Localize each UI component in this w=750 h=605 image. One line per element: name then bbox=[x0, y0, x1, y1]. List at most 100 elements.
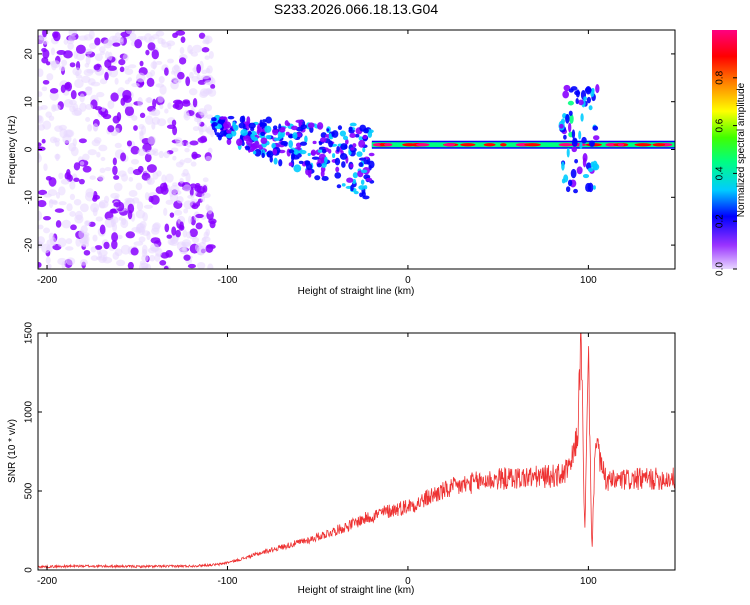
spectrogram-transition-blob bbox=[321, 148, 327, 154]
spectrogram-noise-blob bbox=[104, 59, 112, 68]
spectrogram-noise-blob bbox=[111, 232, 119, 242]
spectrogram-transition-blob bbox=[265, 135, 272, 140]
spectrogram-transition-blob bbox=[320, 170, 325, 178]
spectrogram-noise-blob bbox=[117, 234, 123, 240]
spectrogram-transition-blob bbox=[233, 124, 239, 131]
spectrogram-noise-blob bbox=[69, 181, 76, 190]
spectrogram-noise-blob bbox=[92, 196, 98, 202]
spectrogram-noise-blob bbox=[189, 228, 198, 238]
spectrogram-noise-blob bbox=[143, 204, 154, 209]
spectrogram-peak-blob bbox=[483, 143, 496, 147]
colorbar-tick-label: 0.6 bbox=[715, 118, 726, 132]
spectrogram-noise-blob bbox=[139, 60, 144, 67]
spectrogram-disturbance-blob bbox=[578, 130, 582, 140]
spectrogram-transition-blob bbox=[342, 135, 349, 141]
spectrogram-noise-blob bbox=[60, 178, 70, 185]
spectrogram-transition-blob bbox=[260, 131, 266, 136]
spectrogram-disturbance-blob bbox=[559, 123, 564, 129]
spectrogram-noise-blob bbox=[145, 72, 153, 79]
spectrogram-transition-blob bbox=[293, 149, 300, 155]
spectrogram-noise-blob bbox=[128, 64, 137, 69]
spectrogram-noise-blob bbox=[86, 69, 95, 74]
spectrogram-transition-blob bbox=[362, 147, 366, 153]
spectrogram-noise-blob bbox=[107, 125, 115, 133]
spectrogram-noise-blob bbox=[196, 245, 206, 256]
spectrogram-peak-blob bbox=[416, 143, 430, 147]
spectrogram-noise-blob bbox=[124, 68, 134, 75]
spectrogram-disturbance-blob bbox=[572, 137, 578, 144]
spectrogram-noise-blob bbox=[204, 55, 210, 60]
spectrogram-noise-blob bbox=[41, 138, 46, 144]
spectrogram-transition-blob bbox=[326, 128, 330, 132]
spectrogram-noise-blob bbox=[113, 202, 121, 208]
colorbar-tick-label: 0.8 bbox=[715, 70, 726, 84]
spectrogram-x-label: Height of straight line (km) bbox=[298, 286, 415, 297]
spectrogram-disturbance-blob bbox=[561, 161, 565, 171]
spectrogram-transition-blob bbox=[358, 185, 366, 190]
spectrogram-noise-blob bbox=[199, 127, 204, 136]
spectrogram-noise-blob bbox=[127, 261, 134, 269]
spectrogram-noise-blob bbox=[190, 198, 198, 203]
spectrogram-noise-blob bbox=[144, 192, 150, 201]
spectrogram-noise-blob bbox=[43, 193, 52, 198]
spectrogram-transition-blob bbox=[307, 152, 311, 157]
spectrogram-noise-blob bbox=[69, 211, 77, 217]
spectrogram-noise-blob bbox=[204, 80, 214, 86]
spectrogram-noise-blob bbox=[48, 177, 57, 187]
spectrogram-noise-blob bbox=[205, 204, 210, 211]
spectrogram-noise-blob bbox=[71, 109, 82, 116]
spectrogram-transition-blob bbox=[324, 156, 328, 164]
spectrogram-noise-blob bbox=[201, 69, 208, 75]
spectrogram-noise-blob bbox=[180, 36, 186, 43]
spectrogram-transition-blob bbox=[349, 132, 356, 139]
spectrogram-noise-blob bbox=[67, 42, 74, 50]
spectrogram-transition-blob bbox=[304, 135, 308, 143]
snr-y-label: SNR (10 * v/v) bbox=[7, 419, 18, 483]
snr-frame bbox=[37, 332, 676, 571]
spectrogram-noise-blob bbox=[135, 209, 146, 219]
spectrogram-transition-blob bbox=[341, 183, 346, 187]
spectrogram-noise-blob bbox=[50, 60, 61, 69]
spectrogram-disturbance-blob bbox=[570, 168, 577, 179]
snr-xtick-label: -100 bbox=[217, 576, 237, 587]
spectrogram-ytick-label: 10 bbox=[24, 96, 35, 108]
spectrogram-noise-blob bbox=[83, 249, 91, 256]
spectrogram-noise-blob bbox=[87, 124, 93, 132]
spectrogram-transition-blob bbox=[336, 145, 340, 152]
spectrogram-noise-blob bbox=[166, 234, 173, 239]
spectrogram-noise-blob bbox=[78, 35, 88, 41]
spectrogram-transition-blob bbox=[299, 141, 308, 146]
spectrogram-noise-blob bbox=[173, 64, 180, 71]
spectrogram-xtick-label: -200 bbox=[37, 275, 57, 286]
spectrogram-noise-blob bbox=[92, 234, 98, 242]
spectrogram-noise-blob bbox=[102, 256, 113, 264]
spectrogram-noise-blob bbox=[159, 104, 164, 110]
snr-plot-area bbox=[38, 333, 675, 569]
spectrogram-noise-blob bbox=[137, 148, 146, 156]
spectrogram-noise-blob bbox=[126, 140, 133, 147]
spectrogram-noise-blob bbox=[73, 198, 82, 206]
spectrogram-noise-blob bbox=[129, 32, 137, 42]
spectrogram-ytick-label: -20 bbox=[24, 237, 35, 252]
spectrogram-noise-blob bbox=[187, 194, 195, 199]
spectrogram-transition-blob bbox=[350, 184, 354, 192]
spectrogram-noise-blob bbox=[81, 75, 91, 84]
spectrogram-noise-blob bbox=[49, 88, 59, 94]
spectrogram-transition-blob bbox=[272, 125, 278, 130]
spectrogram-noise-blob bbox=[38, 262, 42, 268]
spectrogram-noise-blob bbox=[179, 46, 185, 55]
spectrogram-noise-blob bbox=[202, 177, 209, 183]
spectrogram-noise-blob bbox=[141, 265, 148, 269]
spectrogram-noise-blob bbox=[61, 59, 68, 66]
spectrogram-transition-blob bbox=[223, 121, 232, 129]
spectrogram-noise-blob bbox=[74, 78, 84, 89]
spectrogram-transition-blob bbox=[352, 172, 358, 179]
spectrogram-noise-blob bbox=[90, 81, 101, 87]
spectrogram-noise-blob bbox=[95, 216, 104, 222]
spectrogram-transition-blob bbox=[367, 130, 373, 138]
spectrogram-noise-blob bbox=[96, 151, 101, 158]
spectrogram-transition-blob bbox=[360, 179, 365, 185]
spectrogram-transition-blob bbox=[236, 138, 243, 147]
spectrogram-noise-blob bbox=[169, 192, 179, 202]
